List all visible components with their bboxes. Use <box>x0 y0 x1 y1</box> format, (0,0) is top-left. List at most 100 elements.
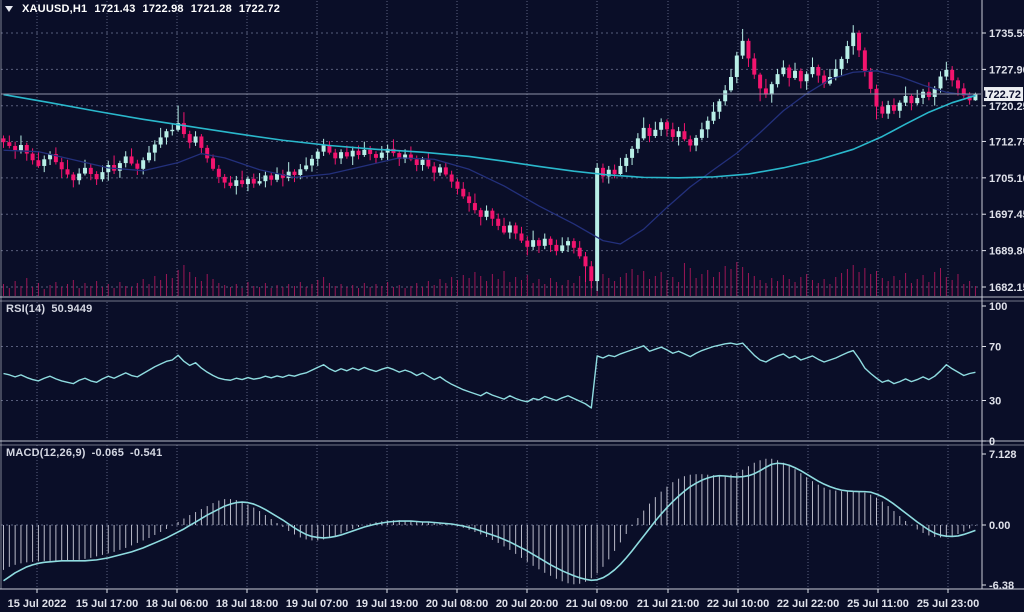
bear-candle <box>36 160 41 166</box>
panel-separators[interactable] <box>0 296 1024 446</box>
time-axis-label: 15 Jul 2022 <box>8 598 67 610</box>
rsi-axis[interactable]: 100 70 30 0 <box>982 301 1007 448</box>
bull-candle <box>699 129 704 138</box>
time-axis-label: 21 Jul 09:00 <box>566 598 628 610</box>
bear-candle <box>490 210 495 219</box>
bull-candle <box>944 69 949 77</box>
bear-candle <box>868 70 873 89</box>
bull-candle <box>653 129 658 136</box>
time-axis-label: 21 Jul 21:00 <box>637 598 699 610</box>
bull-candle <box>705 120 710 130</box>
bull-candle <box>804 74 809 82</box>
bull-candle <box>827 76 832 84</box>
macd-axis[interactable]: 7.128 0.00 -6.38 <box>982 449 1017 592</box>
rsi-indicator-label: RSI(14) 50.9449 <box>6 303 92 315</box>
candles-layer[interactable] <box>1 25 978 292</box>
bull-candle <box>618 165 623 175</box>
bull-candle <box>257 181 262 184</box>
time-axis-label: 25 Jul 11:00 <box>847 598 909 610</box>
svg-text:70: 70 <box>989 342 1001 354</box>
bear-candle <box>752 58 757 75</box>
bull-candle <box>141 160 146 169</box>
bull-candle <box>152 144 157 153</box>
bear-candle <box>816 67 821 76</box>
time-axis-label: 25 Jul 23:00 <box>917 598 979 610</box>
bear-candle <box>211 158 216 169</box>
bear-candle <box>205 147 210 159</box>
time-axis-label: 22 Jul 22:00 <box>777 598 839 610</box>
svg-text:1705.10: 1705.10 <box>989 173 1024 185</box>
bear-candle <box>496 218 501 226</box>
bear-candle <box>880 106 885 114</box>
bear-candle <box>397 153 402 159</box>
bull-candle <box>641 127 646 139</box>
bear-candle <box>368 149 373 155</box>
bull-candle <box>531 240 536 247</box>
bear-candle <box>71 174 76 181</box>
bear-candle <box>589 266 594 282</box>
bull-candle <box>350 150 355 157</box>
bull-candle <box>903 96 908 103</box>
bull-candle <box>659 122 664 130</box>
bull-candle <box>170 129 175 132</box>
bear-candle <box>688 139 693 146</box>
bull-candle <box>193 136 198 143</box>
bear-candle <box>240 180 245 185</box>
time-axis[interactable]: 15 Jul 2022 15 Jul 17:00 18 Jul 06:00 18 Ju… <box>0 588 1024 610</box>
svg-text:1682.15: 1682.15 <box>989 282 1024 294</box>
bull-candle <box>123 156 128 164</box>
bull-candle <box>566 241 571 246</box>
bear-candle <box>577 247 582 257</box>
current-price-tag: 1722.72 <box>981 87 1023 102</box>
bear-candle <box>857 32 862 51</box>
bull-candle <box>810 67 815 75</box>
time-axis-label: 19 Jul 07:00 <box>286 598 348 610</box>
bear-candle <box>432 166 437 173</box>
bull-candle <box>694 137 699 146</box>
bull-candle <box>315 151 320 159</box>
bull-candle <box>362 149 367 156</box>
bear-candle <box>280 174 285 178</box>
svg-text:1722.72: 1722.72 <box>981 89 1021 101</box>
bear-candle <box>536 240 541 246</box>
bull-candle <box>886 105 891 114</box>
grid-layer <box>1 1 981 588</box>
macd-signal-line <box>3 462 976 582</box>
bull-candle <box>542 238 547 246</box>
bull-candle <box>176 123 181 130</box>
bear-candle <box>478 210 483 217</box>
bear-candle <box>548 238 553 245</box>
bull-candle <box>606 169 611 177</box>
bear-candle <box>670 129 675 137</box>
price-axis[interactable]: 1735.55 1727.90 1720.25 1712.75 1705.10 1697.… <box>0 0 1024 589</box>
bull-candle <box>48 154 53 160</box>
bull-candle <box>723 90 728 102</box>
time-axis-label: 19 Jul 19:00 <box>356 598 418 610</box>
svg-text:1689.80: 1689.80 <box>989 246 1024 258</box>
bull-candle <box>833 68 838 77</box>
bear-candle <box>961 88 966 96</box>
bear-candle <box>199 136 204 148</box>
bear-candle <box>502 225 507 233</box>
bull-candle <box>851 32 856 47</box>
svg-text:0.00: 0.00 <box>989 520 1010 532</box>
bear-candle <box>571 241 576 248</box>
bull-candle <box>839 58 844 69</box>
bear-candle <box>94 174 99 180</box>
bull-candle <box>245 178 250 185</box>
bear-candle <box>798 70 803 82</box>
symbol-dropdown-icon[interactable] <box>5 6 13 12</box>
bear-candle <box>135 163 140 169</box>
bear-candle <box>181 123 186 135</box>
bear-candle <box>513 225 518 234</box>
bear-candle <box>356 150 361 156</box>
bear-candle <box>455 181 460 189</box>
bear-candle <box>950 69 955 81</box>
bull-candle <box>18 145 23 151</box>
bear-candle <box>65 169 70 175</box>
bear-candle <box>129 156 134 164</box>
bear-candle <box>449 174 454 182</box>
svg-text:1727.90: 1727.90 <box>989 64 1024 76</box>
bull-candle <box>304 165 309 170</box>
